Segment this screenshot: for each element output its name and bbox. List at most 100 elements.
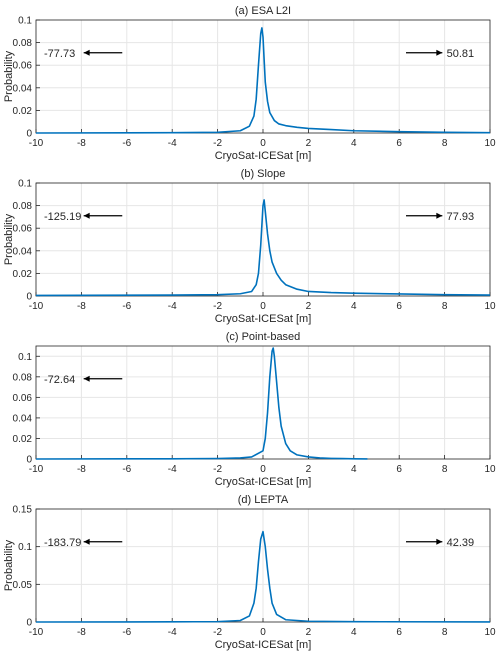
- y-tick-label: 0.04: [13, 246, 33, 257]
- left-outlier-label: -77.73: [44, 48, 75, 60]
- series-line: [35, 530, 491, 623]
- y-axis-label: Probability: [3, 50, 15, 102]
- x-tick-label: -6: [122, 627, 131, 638]
- y-tick-label: 0.02: [13, 106, 33, 117]
- y-axis-label: Probability: [3, 213, 15, 265]
- x-tick-label: 8: [442, 627, 448, 638]
- y-tick-label: 0.15: [13, 505, 33, 516]
- x-tick-label: -6: [122, 301, 131, 312]
- x-tick-label: -4: [168, 138, 177, 149]
- y-tick-label: 0.05: [13, 580, 33, 591]
- x-tick-label: -4: [168, 627, 177, 638]
- chart-panel-3: -10 -8 -6 -4 -2 0 2 4 6 8 10 0 0.02 0.04 0.06 0.08 0.1 (c…: [13, 331, 496, 488]
- left-outlier-label: -72.64: [44, 374, 75, 386]
- x-tick-label: 8: [442, 464, 448, 475]
- y-tick-label: 0: [26, 455, 32, 466]
- x-tick-label: -10: [29, 627, 44, 638]
- y-tick-label: 0.06: [13, 224, 33, 235]
- left-outlier-label: -125.19: [44, 211, 81, 223]
- x-tick-label: 2: [306, 301, 312, 312]
- y-tick-label: 0.04: [13, 83, 33, 94]
- chart-title: (c) Point-based: [226, 331, 301, 343]
- y-tick-label: 0.1: [18, 179, 32, 190]
- x-tick-label: 6: [396, 138, 402, 149]
- chart-panel-2: -10 -8 -6 -4 -2 0 2 4 6 8 10 0 0.02 0.04 0.06 0.08 0.1 (b…: [3, 168, 496, 325]
- chart-panel-4: -10 -8 -6 -4 -2 0 2 4 6 8 10 0 0.05 0.1 0.15 (d) LEPTA C…: [3, 494, 496, 651]
- x-tick-label: -2: [213, 464, 222, 475]
- x-tick-label: -8: [77, 301, 86, 312]
- x-tick-label: -4: [168, 464, 177, 475]
- x-tick-label: 0: [260, 627, 266, 638]
- x-tick-label: 10: [484, 627, 496, 638]
- x-tick-label: -2: [213, 627, 222, 638]
- right-arrow-head: [436, 212, 443, 219]
- chart-title: (a) ESA L2I: [235, 5, 291, 17]
- x-tick-label: 6: [396, 301, 402, 312]
- series-line: [35, 347, 368, 460]
- left-arrow-head: [83, 538, 90, 545]
- x-tick-label: -6: [122, 464, 131, 475]
- x-tick-label: 4: [351, 627, 357, 638]
- x-tick-label: 8: [442, 138, 448, 149]
- y-tick-label: 0.06: [13, 61, 33, 72]
- y-tick-label: 0: [26, 292, 32, 303]
- y-tick-label: 0.1: [18, 16, 32, 27]
- right-outlier-label: 50.81: [447, 48, 475, 60]
- right-outlier-label: 77.93: [447, 211, 475, 223]
- x-tick-label: 4: [351, 301, 357, 312]
- y-axis-label: Probability: [3, 539, 15, 591]
- x-tick-label: 10: [484, 301, 496, 312]
- x-tick-label: 2: [306, 627, 312, 638]
- left-arrow-head: [83, 49, 90, 56]
- x-tick-label: -2: [213, 138, 222, 149]
- x-tick-label: 6: [396, 464, 402, 475]
- y-tick-label: 0.08: [13, 372, 33, 383]
- left-arrow-head: [83, 212, 90, 219]
- x-tick-label: 2: [306, 138, 312, 149]
- y-tick-label: 0.1: [18, 352, 32, 363]
- x-tick-label: -8: [77, 464, 86, 475]
- right-arrow-head: [436, 538, 443, 545]
- x-tick-label: -4: [168, 301, 177, 312]
- y-tick-label: 0.04: [13, 413, 33, 424]
- x-tick-label: 8: [442, 301, 448, 312]
- x-tick-label: 6: [396, 627, 402, 638]
- x-axis-label: CryoSat-ICESat [m]: [215, 313, 312, 325]
- series-line: [35, 27, 491, 134]
- x-tick-label: 0: [260, 138, 266, 149]
- left-outlier-label: -183.79: [44, 537, 81, 549]
- right-arrow-head: [436, 49, 443, 56]
- y-tick-label: 0.1: [18, 542, 32, 553]
- x-tick-label: -10: [29, 301, 44, 312]
- right-outlier-label: 42.39: [447, 537, 475, 549]
- x-axis-label: CryoSat-ICESat [m]: [215, 476, 312, 488]
- y-tick-label: 0: [26, 129, 32, 140]
- x-tick-label: -6: [122, 138, 131, 149]
- y-tick-label: 0.02: [13, 269, 33, 280]
- y-tick-label: 0.08: [13, 38, 33, 49]
- y-tick-label: 0: [26, 618, 32, 629]
- chart-title: (d) LEPTA: [238, 494, 289, 506]
- x-tick-label: -10: [29, 138, 44, 149]
- x-tick-label: -2: [213, 301, 222, 312]
- y-tick-label: 0.02: [13, 434, 33, 445]
- x-tick-label: 2: [306, 464, 312, 475]
- x-tick-label: -10: [29, 464, 44, 475]
- x-axis-label: CryoSat-ICESat [m]: [215, 639, 312, 651]
- x-tick-label: 0: [260, 464, 266, 475]
- x-tick-label: 0: [260, 301, 266, 312]
- x-tick-label: 10: [484, 464, 496, 475]
- chart-panel-1: -10 -8 -6 -4 -2 0 2 4 6 8 10 0 0.02 0.04 0.06 0.08 0.1 (a…: [3, 5, 496, 162]
- x-tick-label: 4: [351, 138, 357, 149]
- x-axis-label: CryoSat-ICESat [m]: [215, 150, 312, 162]
- left-arrow-head: [83, 375, 90, 382]
- y-tick-label: 0.08: [13, 201, 33, 212]
- x-tick-label: 4: [351, 464, 357, 475]
- x-tick-label: -8: [77, 138, 86, 149]
- x-tick-label: -8: [77, 627, 86, 638]
- y-tick-label: 0.06: [13, 393, 33, 404]
- series-line: [35, 199, 491, 297]
- x-tick-label: 10: [484, 138, 496, 149]
- chart-title: (b) Slope: [241, 168, 286, 180]
